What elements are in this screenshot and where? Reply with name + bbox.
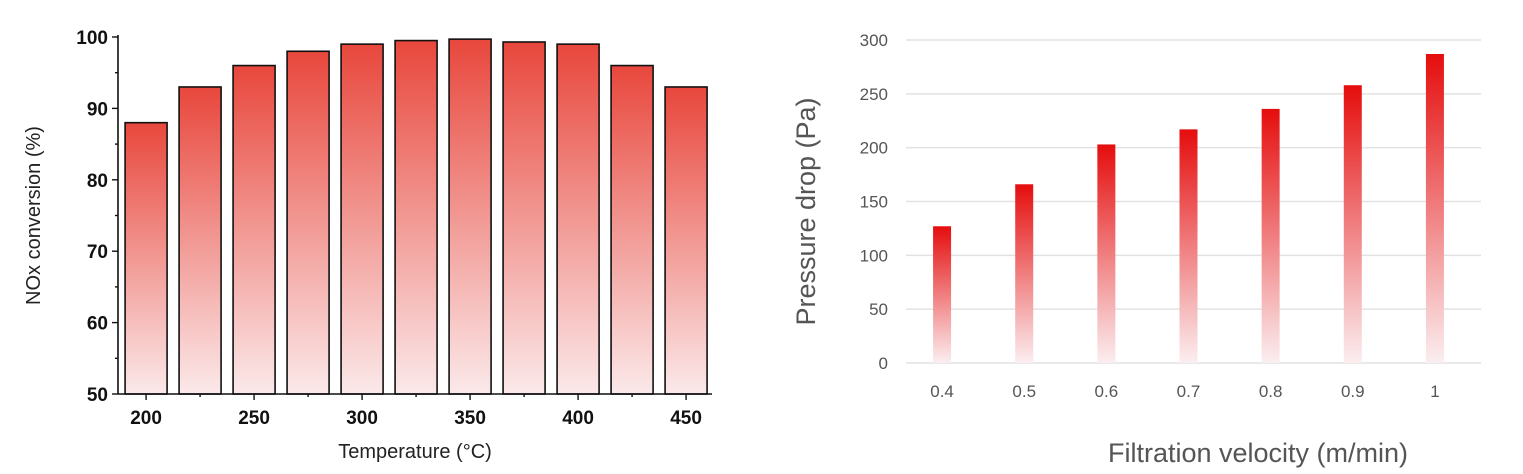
x-tick-label: 0.4 [930,382,954,401]
bar [394,39,438,395]
bar [286,50,330,395]
x-tick-label: 0.8 [1259,382,1283,401]
y-tick-label: 50 [87,385,108,406]
y-tick-label: 150 [860,193,888,212]
bar [664,86,708,395]
x-tick-label: 400 [562,408,594,429]
y-tick-label: 250 [860,85,888,104]
bar [933,226,952,363]
y-axis-label: Pressure drop (Pa) [791,97,821,325]
x-tick-label: 0.6 [1095,382,1119,401]
y-tick-label: 90 [87,99,108,120]
y-tick-label: 50 [869,300,888,319]
x-tick-label: 200 [130,408,162,429]
pressure-drop-chart: 0 50 100 150 200 250 300 0.4 0.5 0.6 0.7 0.8 0.9 1 Fil… [791,31,1481,468]
x-tick-label: 300 [346,408,378,429]
x-axis-label: Filtration velocity (m/min) [1108,438,1408,468]
x-tick-label: 0.5 [1012,382,1036,401]
x-tick-label: 350 [454,408,486,429]
bar [1261,108,1280,363]
x-tick-label: 0.9 [1341,382,1365,401]
y-tick-label: 300 [860,31,888,50]
x-axis-label: Temperature (°C) [338,441,492,463]
bar [502,41,546,395]
nox-conversion-chart: 50 60 70 80 90 100 200 250 300 350 400 450 Temperatu… [23,28,712,463]
y-tick-label: 100 [76,28,108,49]
bar [556,43,600,395]
bar [1097,144,1116,363]
y-tick-label: 70 [87,242,108,263]
y-tick-label: 100 [860,246,888,265]
bar [232,64,276,395]
bar [178,86,222,395]
y-tick-label: 200 [860,139,888,158]
x-tick-label: 1 [1430,382,1439,401]
bar [1179,129,1198,363]
x-tick-label: 450 [670,408,702,429]
x-tick-label: 250 [238,408,270,429]
y-axis-label: NOx conversion (%) [23,126,45,305]
y-tick-label: 80 [87,171,108,192]
y-tick-label: 60 [87,314,108,335]
bar [1425,53,1444,363]
x-tick-label: 0.7 [1177,382,1201,401]
bar [124,121,168,395]
bar [448,38,492,395]
bar [340,43,384,395]
bar [1343,85,1362,363]
bar [1015,184,1034,363]
bar [610,64,654,395]
y-tick-label: 0 [879,354,888,373]
